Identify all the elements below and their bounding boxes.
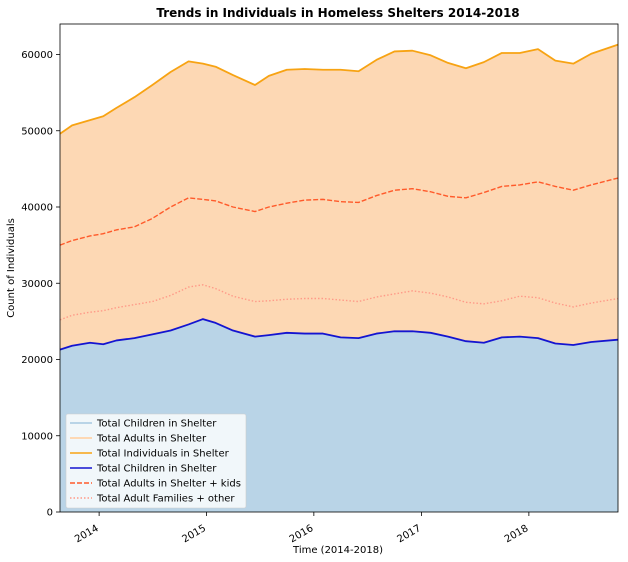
area-series-2	[60, 44, 618, 350]
y-tick-label: 10000	[21, 431, 53, 442]
legend-label: Total Adults in Shelter	[96, 434, 207, 445]
x-tick-label: 2014	[73, 523, 101, 545]
legend-label: Total Children in Shelter	[96, 419, 217, 430]
legend-label: Total Children in Shelter	[96, 464, 217, 475]
line-series-3	[59, 177, 619, 246]
x-tick-label: 2015	[180, 523, 208, 545]
x-axis-label: Time (2014-2018)	[292, 545, 383, 556]
plot-area: 0 10000 20000 30000 40000 50000 60000 2014 2015 2…	[21, 23, 619, 545]
line-series-4	[59, 284, 619, 321]
y-tick-label: 30000	[21, 279, 53, 290]
y-tick-label: 60000	[21, 50, 53, 61]
x-tick-label: 2018	[503, 523, 531, 545]
legend: Total Children in Shelter Total Adults in…	[65, 413, 247, 509]
plot-frame	[59, 23, 619, 513]
legend-box	[65, 413, 247, 509]
y-tick-label: 0	[47, 508, 53, 519]
x-tick-label: 2016	[288, 523, 316, 545]
legend-label: Total Individuals in Shelter	[96, 449, 230, 460]
x-tick-label: 2017	[395, 523, 423, 545]
y-tick-label: 40000	[21, 203, 53, 214]
line-series-1	[59, 43, 619, 135]
chart-title: Trends in Individuals in Homeless Shelte…	[156, 6, 519, 20]
y-tick-label: 50000	[21, 126, 53, 137]
y-tick-label: 20000	[21, 355, 53, 366]
legend-label: Total Adult Families + other	[96, 494, 235, 505]
legend-label: Total Adults in Shelter + kids	[96, 479, 241, 490]
y-axis-label: Count of Individuals	[6, 218, 17, 318]
line-series-2	[59, 318, 619, 351]
